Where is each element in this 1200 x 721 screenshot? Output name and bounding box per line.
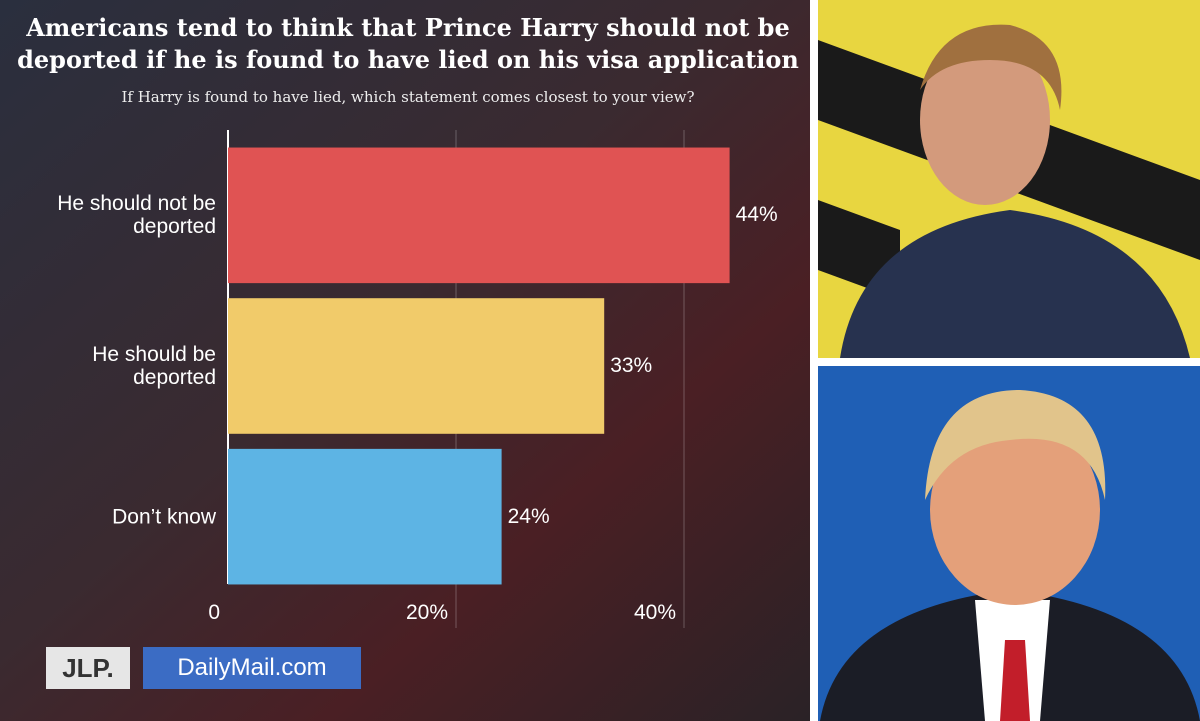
chart-subtitle: If Harry is found to have lied, which st… xyxy=(121,88,695,106)
value-label: 44% xyxy=(735,203,778,227)
photo-harry xyxy=(818,0,1200,358)
logo-jlp: JLP. xyxy=(46,647,130,689)
logo-dailymail: DailyMail.com xyxy=(143,647,361,689)
chart-title: Americans tend to think that Prince Harr… xyxy=(17,13,799,74)
value-label: 33% xyxy=(610,354,653,377)
category-label: He should be deported xyxy=(92,343,216,389)
bar xyxy=(228,448,502,585)
bar xyxy=(228,147,730,284)
value-label: 24% xyxy=(507,504,550,528)
photo-trump xyxy=(818,366,1200,721)
x-tick-label: 0 xyxy=(208,601,220,624)
bar xyxy=(228,298,605,434)
category-label: Don’t know xyxy=(112,505,216,529)
category-label: He should not be deported xyxy=(57,192,216,239)
x-tick-label: 20% xyxy=(405,601,448,624)
x-tick-label: 40% xyxy=(633,601,676,624)
